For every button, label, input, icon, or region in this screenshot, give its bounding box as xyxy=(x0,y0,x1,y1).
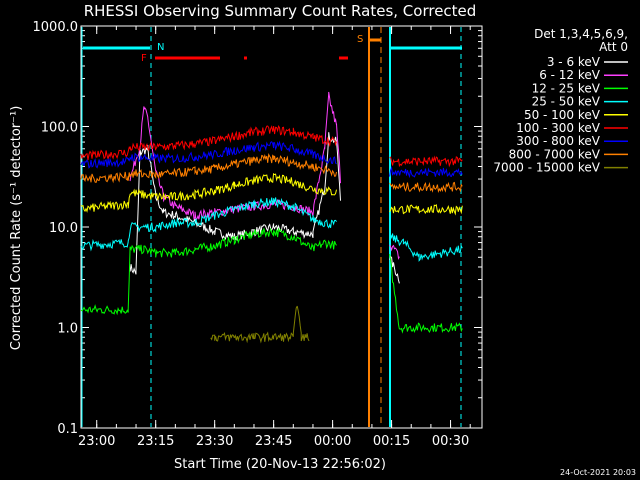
legend-label: 12 - 25 keV xyxy=(532,81,601,95)
series-line xyxy=(80,227,463,334)
night-flag-label: N xyxy=(157,42,164,53)
chart-title: RHESSI Observing Summary Count Rates, Co… xyxy=(84,2,477,20)
y-tick-label: 10.0 xyxy=(49,221,78,236)
series-3 xyxy=(80,197,463,262)
series-7 xyxy=(80,153,463,193)
x-tick-label: 23:00 xyxy=(78,434,115,449)
series-line xyxy=(80,140,463,179)
legend-label: 800 - 7000 keV xyxy=(509,147,601,161)
x-tick-label: 00:00 xyxy=(314,434,351,449)
series-2 xyxy=(80,227,463,334)
series-6 xyxy=(80,140,463,179)
series-4 xyxy=(80,173,463,216)
y-tick-label: 0.1 xyxy=(57,422,78,437)
y-axis-label: Corrected Count Rate (s⁻¹ detector⁻¹) xyxy=(9,106,24,351)
status-flags: N S F xyxy=(81,27,462,427)
series-line xyxy=(80,197,463,262)
series-line xyxy=(80,173,463,216)
y-axis: 0.1 1.0 10.0 100.0 1000.0 xyxy=(33,20,482,437)
legend-label: 50 - 100 keV xyxy=(524,108,601,122)
series-8 xyxy=(210,305,310,344)
series-1 xyxy=(129,91,400,260)
series-line xyxy=(80,124,463,168)
legend-label: 3 - 6 keV xyxy=(547,55,601,69)
series-0 xyxy=(129,132,400,284)
x-axis: 23:00 23:15 23:30 23:45 00:00 00:15 00:30 xyxy=(78,26,471,449)
y-tick-label: 1.0 xyxy=(57,322,78,337)
legend-label: 100 - 300 keV xyxy=(516,121,600,135)
series-5 xyxy=(80,124,463,168)
series-line xyxy=(210,305,310,344)
legend-label: 6 - 12 keV xyxy=(539,68,601,82)
y-tick-label: 1000.0 xyxy=(33,20,79,35)
series-line xyxy=(129,91,400,260)
x-tick-label: 23:30 xyxy=(196,434,233,449)
y-tick-label: 100.0 xyxy=(41,121,78,136)
series-line xyxy=(129,132,400,284)
legend-label: 25 - 50 keV xyxy=(532,95,601,109)
saa-flag-label: S xyxy=(357,34,363,45)
flare-flag-label: F xyxy=(141,53,147,64)
x-tick-label: 00:30 xyxy=(432,434,469,449)
legend-title-line-2: Att 0 xyxy=(599,40,628,54)
x-tick-label: 23:45 xyxy=(255,434,292,449)
x-tick-label: 23:15 xyxy=(137,434,174,449)
series-layer xyxy=(80,91,463,344)
x-tick-label: 00:15 xyxy=(373,434,410,449)
x-axis-label: Start Time (20-Nov-13 22:56:02) xyxy=(174,457,386,472)
series-line xyxy=(80,153,463,193)
legend-title-line-1: Det 1,3,4,5,6,9, xyxy=(534,27,628,41)
legend-label: 7000 - 15000 keV xyxy=(493,161,600,175)
date-stamp: 24-Oct-2021 20:03 xyxy=(560,468,636,477)
legend-label: 300 - 800 keV xyxy=(516,134,600,148)
